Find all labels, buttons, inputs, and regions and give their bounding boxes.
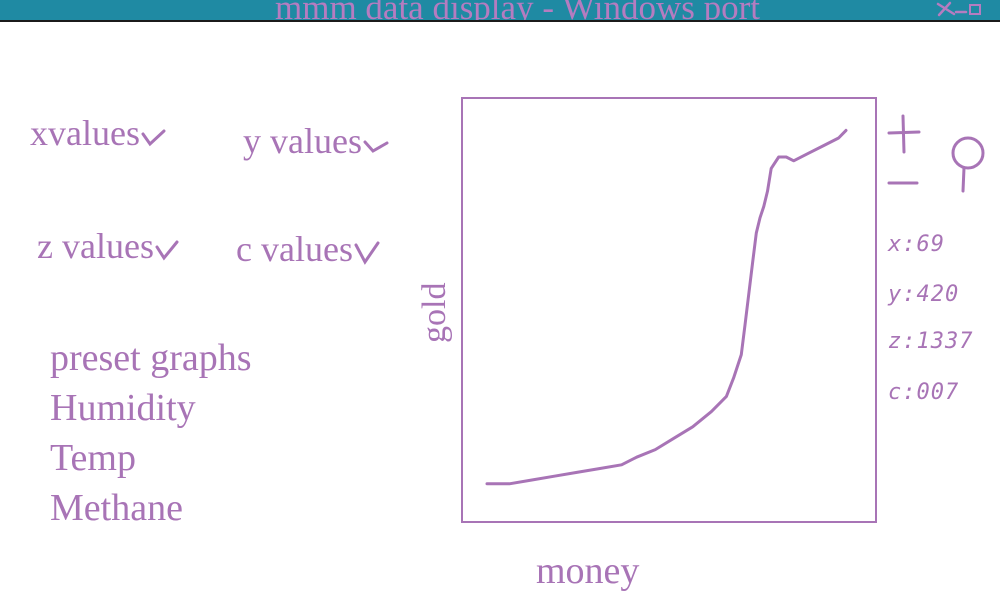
minus-icon — [887, 181, 919, 185]
maximize-icon[interactable] — [969, 4, 981, 15]
window-controls — [936, 0, 998, 20]
chart-plot-area[interactable] — [461, 97, 877, 523]
x-axis-label: money — [536, 550, 640, 592]
zoom-out-button[interactable] — [886, 172, 922, 196]
z-values-dropdown[interactable]: z values — [37, 228, 180, 264]
y-readout: y:420 — [888, 282, 960, 307]
preset-graphs-heading: preset graphs — [50, 337, 252, 379]
c-readout: c:007 — [888, 380, 960, 405]
close-icon[interactable] — [936, 1, 956, 17]
preset-item-humidity[interactable]: Humidity — [50, 387, 196, 429]
title-bar: mmm data display - Windows port — [0, 0, 1000, 22]
line-chart — [485, 128, 848, 486]
x-values-label: xvalues — [30, 113, 140, 153]
chevron-down-icon — [155, 240, 179, 261]
z-readout: z:1337 — [888, 329, 974, 354]
y-values-dropdown[interactable]: y values — [243, 123, 390, 159]
preset-item-methane[interactable]: Methane — [50, 487, 183, 529]
preset-item-temp[interactable]: Temp — [50, 437, 136, 479]
x-values-dropdown[interactable]: xvalues — [30, 115, 166, 151]
chevron-down-icon — [141, 129, 166, 147]
c-values-label: c values — [236, 229, 353, 269]
chevron-down-icon — [363, 140, 389, 153]
plus-icon — [887, 114, 921, 154]
search-button[interactable] — [946, 135, 990, 199]
chevron-down-icon — [354, 241, 380, 265]
y-values-label: y values — [243, 121, 362, 161]
z-values-label: z values — [37, 226, 154, 266]
x-readout: x:69 — [888, 232, 945, 257]
window-title: mmm data display - Windows port — [275, 0, 760, 22]
y-axis-label: gold — [416, 282, 453, 343]
series-line-0 — [485, 128, 848, 486]
zoom-in-button[interactable] — [886, 112, 922, 160]
y-axis-label-container: gold — [416, 265, 453, 345]
magnifier-icon — [951, 136, 985, 193]
c-values-dropdown[interactable]: c values — [236, 231, 381, 267]
